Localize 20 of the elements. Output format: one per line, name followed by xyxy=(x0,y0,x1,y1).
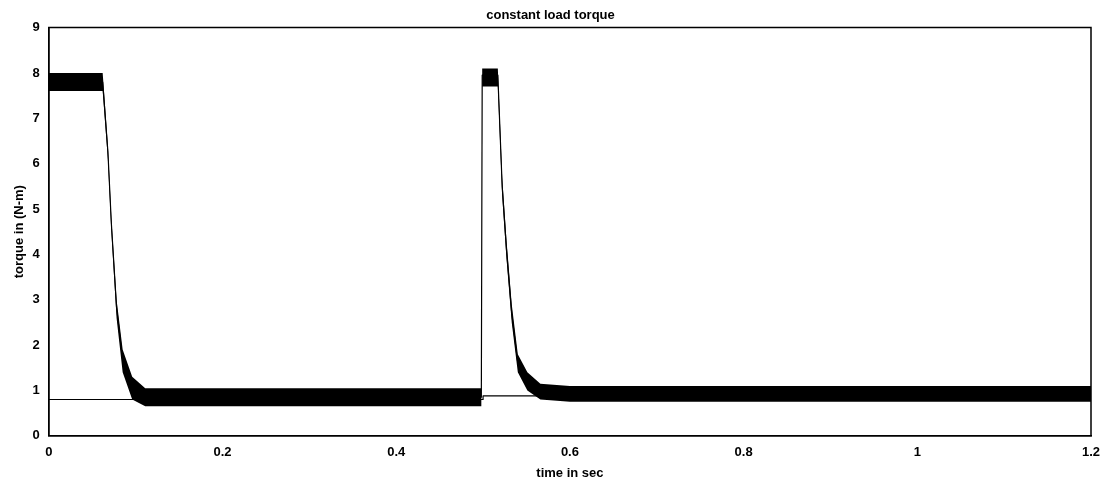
y-tick-label: 4 xyxy=(32,245,41,261)
y-axis-title: torque in (N-m) xyxy=(11,185,27,279)
y-tick-label: 5 xyxy=(32,200,40,216)
x-tick-label: 1 xyxy=(913,444,921,460)
x-tick-label: 0 xyxy=(45,444,53,460)
chart-title: constant load torque xyxy=(486,7,615,23)
x-tick-label: 0.8 xyxy=(734,444,753,460)
x-tick-label: 0.2 xyxy=(213,444,232,460)
y-tick-label: 2 xyxy=(32,336,40,352)
x-tick-label: 0.6 xyxy=(560,444,579,460)
y-tick-label: 6 xyxy=(32,155,40,171)
y-tick-label: 8 xyxy=(32,64,40,80)
x-tick-label: 1.2 xyxy=(1081,444,1101,460)
y-tick-label: 9 xyxy=(32,19,40,35)
y-tick-label: 1 xyxy=(32,382,40,398)
y-tick-label: 7 xyxy=(32,109,40,125)
y-tick-label: 0 xyxy=(32,427,40,443)
x-axis-title: time in sec xyxy=(536,464,604,480)
y-tick-label: 3 xyxy=(32,291,40,307)
x-tick-label: 0.4 xyxy=(387,444,407,460)
